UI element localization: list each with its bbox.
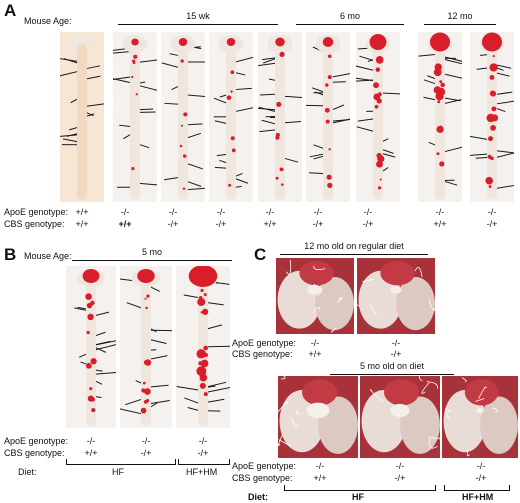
panel-a-apoe-value-8: -/- — [435, 207, 445, 217]
aorta-photo-a8 — [418, 32, 462, 202]
aorta-photo-a4 — [209, 32, 253, 202]
panel-c-bottom-title: 5 mo old on diet — [359, 361, 425, 371]
panel-c-diet-bracket-hf — [284, 485, 436, 491]
aorta-photo-a5 — [258, 32, 302, 202]
aorta-photo-a7 — [356, 32, 400, 202]
panel-a-cbs-value-3: -/+ — [167, 219, 179, 229]
aorta-photo-b2 — [120, 266, 172, 428]
panel-c-top-apoe-2: -/- — [391, 338, 401, 348]
panel-c-bottom-apoe-2: -/- — [395, 461, 405, 471]
panel-c-bottom-cbs-label: CBS genotype: — [232, 473, 293, 483]
panel-b-apoe-value-3: -/- — [198, 436, 208, 446]
panel-a-cbs-value-5: +/+ — [263, 219, 277, 229]
aorta-photo-a9 — [470, 32, 514, 202]
panel-c-diet-hf: HF — [352, 492, 364, 502]
panel-a-cbs-label: CBS genotype: — [4, 219, 65, 229]
valve-photo-top-2 — [357, 258, 435, 334]
aorta-photo-b3 — [176, 266, 230, 428]
panel-a-letter: A — [4, 1, 17, 20]
panel-a-cbs-value-6: -/+ — [312, 219, 324, 229]
panel-c-top-rule — [280, 254, 428, 255]
panel-a-cbs-value-9: -/+ — [486, 219, 498, 229]
panel-a-cbs-value-7: -/+ — [362, 219, 374, 229]
panel-c-bottom-cbs-2: -/+ — [394, 473, 406, 483]
panel-a-rule-12mo — [424, 24, 496, 25]
panel-a-apoe-value-7: -/- — [363, 207, 373, 217]
panel-c-bottom-apoe-3: -/- — [476, 461, 486, 471]
panel-a-group-15wk: 15 wk — [186, 11, 210, 21]
panel-b-diet-hf: HF — [112, 467, 124, 477]
panel-b-letter: B — [4, 245, 17, 264]
panel-b-apoe-value-2: -/- — [141, 436, 151, 446]
panel-c-bottom-cbs-3: -/+ — [475, 473, 487, 483]
valve-photo-bottom-2 — [360, 376, 440, 458]
panel-c-bottom-apoe-label: ApoE genotype: — [232, 461, 297, 471]
valve-photo-bottom-1 — [278, 376, 358, 458]
panel-b-diet-bracket-hfhm — [178, 459, 230, 465]
panel-c-bottom-cbs-1: +/+ — [313, 473, 327, 483]
panel-a-mouse-age-label: Mouse Age: — [24, 16, 72, 26]
panel-b-apoe-value-1: -/- — [86, 436, 96, 446]
panel-b-diet-hfhm: HF+HM — [186, 467, 218, 477]
aorta-photo-a2 — [113, 32, 157, 202]
panel-a-apoe-value-5: -/- — [265, 207, 275, 217]
panel-a-apoe-value-9: -/- — [487, 207, 497, 217]
panel-c-top-cbs-2: -/+ — [390, 349, 402, 359]
panel-c-bottom-apoe-1: -/- — [315, 461, 325, 471]
panel-a-cbs-value-2: +/+ — [118, 219, 132, 229]
panel-c-top-apoe-1: -/- — [310, 338, 320, 348]
panel-b-apoe-label: ApoE genotype: — [4, 436, 69, 446]
panel-a-apoe-value-2: -/- — [120, 207, 130, 217]
aorta-photo-a6 — [306, 32, 350, 202]
panel-b-cbs-value-2: -/+ — [140, 448, 152, 458]
panel-c-top-cbs-label: CBS genotype: — [232, 349, 293, 359]
panel-b-cbs-label: CBS genotype: — [4, 448, 65, 458]
aorta-photo-a3 — [161, 32, 205, 202]
panel-b-cbs-value-1: +/+ — [84, 448, 98, 458]
panel-a-apoe-value-1: +/+ — [75, 207, 89, 217]
panel-a-rule-6mo — [296, 24, 404, 25]
panel-c-diet-bracket-hfhm — [444, 485, 510, 491]
panel-a-apoe-label: ApoE genotype: — [4, 207, 69, 217]
aorta-photo-a1 — [60, 32, 104, 202]
panel-b-mouse-age-label: Mouse Age: — [24, 251, 72, 261]
panel-a-cbs-value-1: +/+ — [75, 219, 89, 229]
panel-a-apoe-value-4: -/- — [216, 207, 226, 217]
panel-c-letter: C — [254, 245, 267, 264]
panel-a-group-6mo: 6 mo — [339, 11, 360, 21]
panel-b-diet-label: Diet: — [18, 467, 37, 477]
panel-a-cbs-value-4: -/+ — [215, 219, 227, 229]
panel-c-diet-hfhm: HF+HM — [462, 492, 494, 502]
valve-photo-top-1 — [276, 258, 354, 334]
panel-c-top-cbs-1: +/+ — [308, 349, 322, 359]
panel-a-cbs-value-8: +/+ — [433, 219, 447, 229]
panel-b-cbs-value-3: -/+ — [197, 448, 209, 458]
panel-b-rule-5mo — [72, 260, 232, 261]
panel-c-top-title: 12 mo old on regular diet — [304, 241, 404, 251]
panel-c-bottom-rule — [330, 374, 454, 375]
aorta-photo-b1 — [66, 266, 116, 428]
panel-a-apoe-value-3: -/- — [168, 207, 178, 217]
panel-a-apoe-value-6: -/- — [313, 207, 323, 217]
valve-photo-bottom-3 — [442, 376, 518, 458]
panel-c-diet-label: Diet: — [248, 492, 268, 502]
panel-b-diet-bracket-hf — [66, 459, 176, 465]
panel-a-rule-15wk — [118, 24, 278, 25]
panel-c-top-apoe-label: ApoE genotype: — [232, 338, 297, 348]
panel-a-group-12mo: 12 mo — [447, 11, 473, 21]
panel-b-group-5mo: 5 mo — [141, 247, 162, 257]
